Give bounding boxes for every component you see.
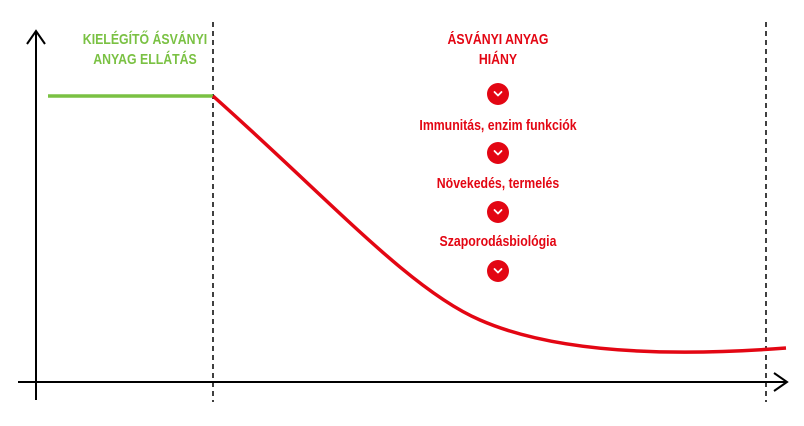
chevron-down-icon [487, 83, 509, 105]
deficiency-zone-title-line2: HIÁNY [478, 51, 518, 68]
supply-zone-title-line1: KIELÉGÍTŐ ÁSVÁNYI [82, 31, 208, 48]
deficiency-zone-title: ÁSVÁNYI ANYAG HIÁNY [418, 30, 579, 70]
deficiency-zone-title-line1: ÁSVÁNYI ANYAG [447, 31, 549, 48]
chevron-down-icon [487, 201, 509, 223]
supply-zone-title: KIELÉGÍTŐ ÁSVÁNYI ANYAG ELLÁTÁS [59, 30, 231, 70]
deficiency-curve [211, 94, 787, 354]
x-axis-arrow-icon [773, 372, 789, 392]
deficiency-step-reproduction: Szaporodásbiológia [439, 233, 557, 250]
chevron-down-icon [487, 142, 509, 164]
y-axis-arrow-icon [26, 29, 46, 45]
deficiency-step-growth: Növekedés, termelés [436, 175, 560, 192]
deficiency-step-immunity: Immunitás, enzim funkciók [419, 117, 577, 134]
chevron-down-icon [487, 260, 509, 282]
supply-zone-title-line2: ANYAG ELLÁTÁS [93, 51, 197, 68]
